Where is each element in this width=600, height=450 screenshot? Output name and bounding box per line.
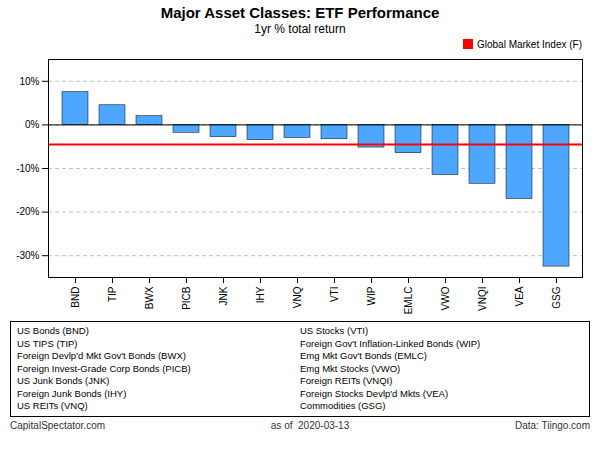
html-text:CapitalSpectator.com: CapitalSpectator.com <box>10 419 106 431</box>
html-text:Foreign Gov't Inflation-Linked: Foreign Gov't Inflation-Linked Bonds (WI… <box>300 337 481 349</box>
html-text:US Bonds (BND): US Bonds (BND) <box>17 325 89 336</box>
svg-text:WIP: WIP <box>366 286 377 305</box>
html-text:Foreign Junk Bonds (IHY): Foreign Junk Bonds (IHY) <box>17 387 127 399</box>
html-text:as of 2020-03-13: as of 2020-03-13 <box>270 419 350 431</box>
html-text:US Stocks (VTI): US Stocks (VTI) <box>300 325 369 336</box>
svg-text:-20%: -20% <box>16 206 39 217</box>
html-text:Emg Mkt Gov't Bonds (EMLC): Emg Mkt Gov't Bonds (EMLC) <box>300 350 427 361</box>
svg-text:10%: 10% <box>19 76 39 87</box>
svg-text:VNQ: VNQ <box>292 286 303 308</box>
html-text:Foreign Devlp'd Mkt Gov't Bond: Foreign Devlp'd Mkt Gov't Bonds (BWX) <box>17 350 186 361</box>
html-text:Global Market Index (F): Global Market Index (F) <box>477 38 582 50</box>
svg-text:VWO: VWO <box>440 286 451 310</box>
svg-text:VTI: VTI <box>329 287 340 303</box>
html-text:Commodities (GSG): Commodities (GSG) <box>300 400 386 411</box>
svg-text:EMLC: EMLC <box>403 287 414 315</box>
svg-text:GSG: GSG <box>551 286 562 308</box>
html-text:US Junk Bonds (JNK): US Junk Bonds (JNK) <box>17 375 110 386</box>
svg-text:-30%: -30% <box>16 250 39 261</box>
svg-text:-10%: -10% <box>16 163 39 174</box>
svg-text:TIP: TIP <box>107 286 118 302</box>
html-text:Foreign Invest-Grade Corp Bond: Foreign Invest-Grade Corp Bonds (PICB) <box>17 362 191 374</box>
svg-text:BND: BND <box>70 287 81 308</box>
html-text:Data: Tiingo.com: Data: Tiingo.com <box>515 419 590 431</box>
svg-text:PICB: PICB <box>181 286 192 310</box>
svg-text:JNK: JNK <box>218 286 229 305</box>
svg-text:VNQI: VNQI <box>477 287 488 311</box>
html-text:Major Asset Classes: ETF Perfo: Major Asset Classes: ETF Performance <box>160 4 440 21</box>
svg-text:IHY: IHY <box>255 286 266 303</box>
html-text:US TIPS (TIP): US TIPS (TIP) <box>17 337 78 349</box>
html-text:Foreign REITs (VNQI): Foreign REITs (VNQI) <box>300 375 393 386</box>
svg-text:VEA: VEA <box>514 286 525 306</box>
svg-text:0%: 0% <box>25 119 40 130</box>
html-text:Emg Mkt Stocks (VWO): Emg Mkt Stocks (VWO) <box>300 362 401 374</box>
html-text:Foreign Stocks Devlp'd Mkts (V: Foreign Stocks Devlp'd Mkts (VEA) <box>300 387 449 399</box>
html-text:1yr % total return: 1yr % total return <box>254 22 346 36</box>
svg-text:BWX: BWX <box>144 286 155 309</box>
html-text:US REITs (VNQ): US REITs (VNQ) <box>17 400 88 411</box>
